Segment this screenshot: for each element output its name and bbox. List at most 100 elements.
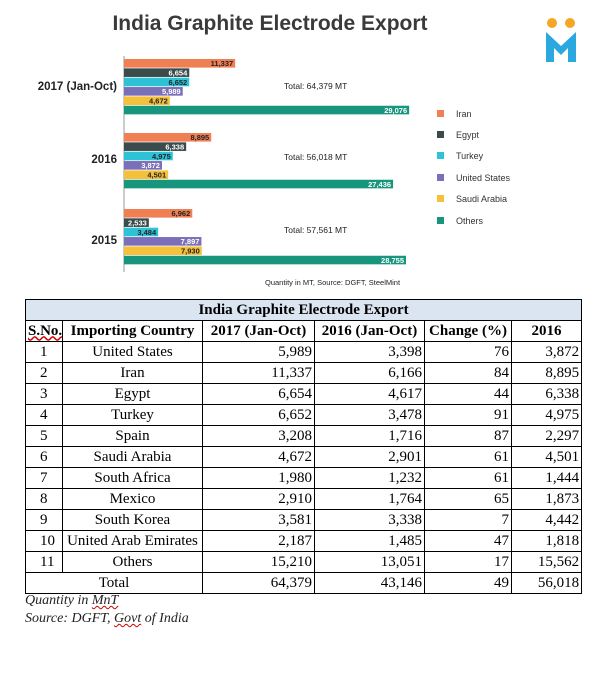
value-cell: 11,337 <box>202 362 315 384</box>
total-value-cell: 49 <box>424 572 512 594</box>
legend-swatch <box>437 217 444 224</box>
country-cell: Others <box>62 551 203 573</box>
value-cell: 1,873 <box>510 488 583 510</box>
value-cell: 1,485 <box>314 530 425 552</box>
value-cell: 6,166 <box>314 362 425 384</box>
bar-value-label: 4,501 <box>147 171 166 180</box>
value-cell: 5,989 <box>202 341 315 363</box>
value-cell: 2,187 <box>202 530 315 552</box>
bar-chart: 2017 (Jan-Oct) Total: 64,379 MT 11,337 6,65… <box>38 56 511 287</box>
source-prefix: Source: DGFT, <box>25 611 111 626</box>
value-cell: 1,818 <box>510 530 583 552</box>
legend-swatch <box>437 195 444 202</box>
value-cell: 4,617 <box>314 383 425 405</box>
country-cell: Spain <box>62 425 203 447</box>
serial-cell: 5 <box>25 425 63 447</box>
bar <box>124 218 149 227</box>
serial-cell: 6 <box>25 446 63 468</box>
country-cell: South Africa <box>62 467 203 489</box>
export-table: India Graphite Electrode Export S.No. Imp… <box>24 299 583 594</box>
legend-swatch <box>437 110 444 117</box>
value-cell: 3,338 <box>314 509 425 531</box>
country-cell: Turkey <box>62 404 203 426</box>
bar <box>124 255 406 265</box>
total-label-cell: Total <box>25 572 203 594</box>
country-cell: Iran <box>62 362 203 384</box>
table-row: 2 Iran 11,337 6,166 84 8,895 <box>25 362 583 384</box>
source-note: Source: DGFT, Govt of India <box>25 610 189 628</box>
table-row: 4 Turkey 6,652 3,478 91 4,975 <box>25 404 583 426</box>
country-cell: South Korea <box>62 509 203 531</box>
column-header: Importing Country <box>62 320 203 342</box>
table-header-row: S.No. Importing Country 2017 (Jan-Oct) 2016… <box>25 320 583 342</box>
value-cell: 1,716 <box>314 425 425 447</box>
bar-value-label: 7,930 <box>181 247 200 256</box>
total-value-cell: 64,379 <box>202 572 315 594</box>
column-header: Change (%) <box>424 320 512 342</box>
bar-value-label: 6,962 <box>171 209 190 218</box>
group-total-label: Total: 57,561 MT <box>284 225 347 235</box>
value-cell: 2,297 <box>510 425 583 447</box>
value-cell: 44 <box>424 383 512 405</box>
bar <box>124 161 162 170</box>
country-cell: Egypt <box>62 383 203 405</box>
column-header: 2016 (Jan-Oct) <box>314 320 425 342</box>
source-suffix: of India <box>144 611 189 626</box>
person-m-logo-icon <box>546 18 576 62</box>
total-value-cell: 43,146 <box>314 572 425 594</box>
table-row: 8 Mexico 2,910 1,764 65 1,873 <box>25 488 583 510</box>
value-cell: 3,398 <box>314 341 425 363</box>
value-cell: 1,980 <box>202 467 315 489</box>
value-cell: 1,444 <box>510 467 583 489</box>
bar <box>124 59 236 68</box>
value-cell: 3,478 <box>314 404 425 426</box>
column-header: 2016 <box>510 320 583 342</box>
bar <box>124 227 159 237</box>
serial-cell: 9 <box>25 509 63 531</box>
value-cell: 61 <box>424 446 512 468</box>
quantity-note: Quantity in MnT <box>25 592 189 610</box>
source-note: Quantity in MT, Source: DGFT, SteelMint <box>265 278 401 287</box>
bar-value-label: 4,672 <box>149 97 168 106</box>
bar <box>124 105 410 115</box>
table-notes: Quantity in MnT Source: DGFT, Govt of In… <box>25 592 189 628</box>
table-row: 10 United Arab Emirates 2,187 1,485 47 1,818 <box>25 530 583 552</box>
bar <box>124 170 169 179</box>
chart-title: India Graphite Electrode Export <box>112 12 428 35</box>
bar <box>124 209 193 218</box>
bar <box>124 246 202 255</box>
bar <box>124 96 170 105</box>
value-cell: 17 <box>424 551 512 573</box>
value-cell: 76 <box>424 341 512 363</box>
value-cell: 8,895 <box>510 362 583 384</box>
quantity-unit: MnT <box>91 593 119 608</box>
table-row: 5 Spain 3,208 1,716 87 2,297 <box>25 425 583 447</box>
value-cell: 47 <box>424 530 512 552</box>
group-label: 2016 <box>91 154 117 166</box>
table-row: 1 United States 5,989 3,398 76 3,872 <box>25 341 583 363</box>
value-cell: 4,975 <box>510 404 583 426</box>
value-cell: 2,901 <box>314 446 425 468</box>
legend-label: United States <box>456 173 511 183</box>
value-cell: 3,872 <box>510 341 583 363</box>
bar <box>124 68 190 77</box>
value-cell: 61 <box>424 467 512 489</box>
bar-value-label: 7,897 <box>181 237 200 246</box>
table-row: 7 South Africa 1,980 1,232 61 1,444 <box>25 467 583 489</box>
serial-cell: 11 <box>25 551 63 573</box>
value-cell: 2,910 <box>202 488 315 510</box>
table-row: 9 South Korea 3,581 3,338 7 4,442 <box>25 509 583 531</box>
value-cell: 15,562 <box>510 551 583 573</box>
column-header: S.No. <box>25 320 63 342</box>
bar <box>124 179 394 189</box>
bar-value-label: 3,484 <box>137 228 157 237</box>
group-total-label: Total: 56,018 MT <box>284 152 347 162</box>
table-title: India Graphite Electrode Export <box>24 299 583 321</box>
table-row: 3 Egypt 6,654 4,617 44 6,338 <box>25 383 583 405</box>
export-table-container: India Graphite Electrode Export S.No. Imp… <box>24 299 583 594</box>
legend-label: Others <box>456 216 484 226</box>
bar-value-label: 27,436 <box>368 180 391 189</box>
value-cell: 65 <box>424 488 512 510</box>
bar <box>124 142 187 151</box>
serial-cell: 4 <box>25 404 63 426</box>
